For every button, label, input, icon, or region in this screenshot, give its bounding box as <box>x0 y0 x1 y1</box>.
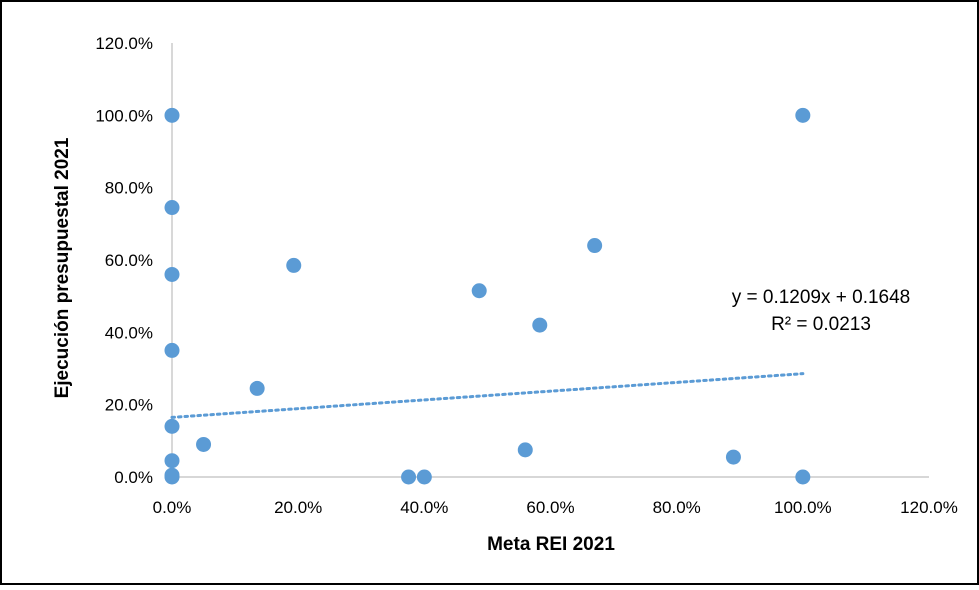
y-tick-label: 20.0% <box>105 396 153 415</box>
y-tick-label: 80.0% <box>105 179 153 198</box>
y-tick-label: 40.0% <box>105 323 153 342</box>
data-point <box>726 450 741 465</box>
y-tick-label: 100.0% <box>95 106 153 125</box>
data-point <box>472 283 487 298</box>
y-tick-label: 120.0% <box>95 34 153 53</box>
x-tick-label: 20.0% <box>274 498 322 517</box>
data-point <box>401 470 416 485</box>
x-tick-label: 80.0% <box>653 498 701 517</box>
data-point <box>165 453 180 468</box>
trendline-r-squared: R² = 0.0213 <box>771 314 871 335</box>
x-tick-label: 40.0% <box>400 498 448 517</box>
x-tick-label: 0.0% <box>153 498 192 517</box>
x-tick-label: 120.0% <box>900 498 958 517</box>
data-point <box>165 108 180 123</box>
y-tick-label: 60.0% <box>105 251 153 270</box>
data-point <box>518 442 533 457</box>
trendline-equation: y = 0.1209x + 0.1648 <box>732 287 911 308</box>
data-point <box>795 108 810 123</box>
data-point <box>165 200 180 215</box>
data-point <box>587 238 602 253</box>
x-axis-title: Meta REI 2021 <box>487 534 615 555</box>
x-tick-label: 60.0% <box>526 498 574 517</box>
y-axis-title: Ejecución presupuestal 2021 <box>52 137 73 398</box>
data-point <box>417 470 432 485</box>
data-point <box>286 258 301 273</box>
data-point <box>165 267 180 282</box>
data-point <box>165 419 180 434</box>
data-point <box>250 381 265 396</box>
data-point <box>165 343 180 358</box>
data-point <box>196 437 211 452</box>
data-point <box>165 470 180 485</box>
data-point <box>795 470 810 485</box>
y-tick-label: 0.0% <box>114 468 153 487</box>
x-tick-label: 100.0% <box>774 498 832 517</box>
data-point <box>532 318 547 333</box>
